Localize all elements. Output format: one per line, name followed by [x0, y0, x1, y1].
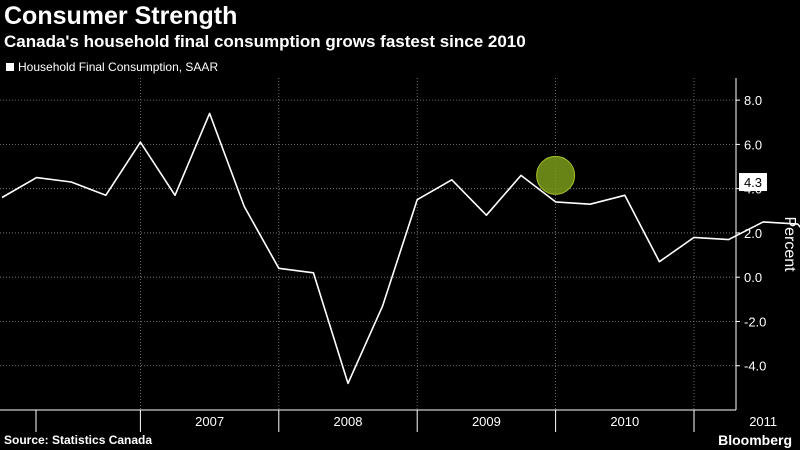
- series-line: [1, 112, 800, 385]
- x-tick-label: 2008: [334, 414, 363, 429]
- x-tick-label: 2010: [610, 414, 639, 429]
- legend-swatch: [6, 63, 14, 71]
- x-tick-label: 2011: [749, 414, 777, 429]
- chart-title: Consumer Strength: [4, 2, 238, 30]
- chart-subtitle: Canada's household final consumption gro…: [4, 32, 526, 51]
- y-tick-label: 8.0: [744, 93, 762, 108]
- bloomberg-logo: Bloomberg: [718, 432, 792, 448]
- y-axis-label: Percent: [781, 216, 798, 272]
- y-tick-label: 6.0: [744, 137, 762, 152]
- y-tick-label: -4.0: [744, 359, 766, 374]
- source-note: Source: Statistics Canada: [4, 433, 153, 447]
- y-tick-label: 0.0: [744, 270, 762, 285]
- last-value-box: [739, 173, 767, 192]
- x-tick-label: 2009: [472, 414, 501, 429]
- y-tick-label: 2.0: [744, 226, 762, 241]
- highlight-circle: [536, 155, 576, 195]
- last-value-label: 4.3: [744, 175, 762, 190]
- x-tick-label: 2007: [195, 414, 224, 429]
- y-tick-label: -2.0: [744, 314, 766, 329]
- legend-label: Household Final Consumption, SAAR: [18, 60, 219, 74]
- legend: Household Final Consumption, SAAR: [6, 60, 218, 74]
